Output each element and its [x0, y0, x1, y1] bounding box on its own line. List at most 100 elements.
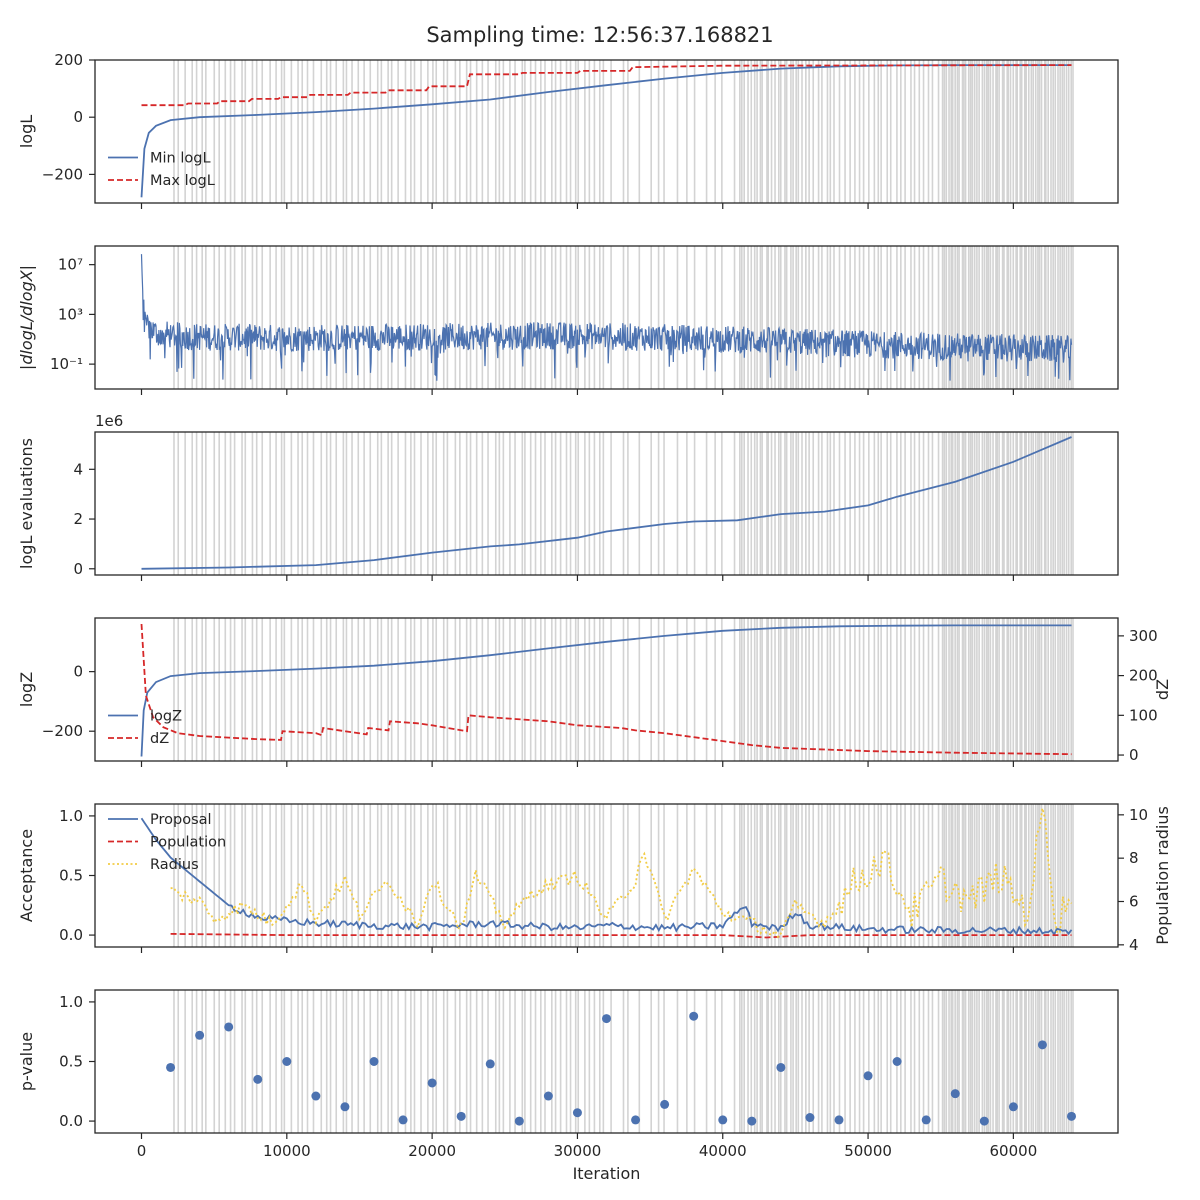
series-line-radius	[170, 808, 1073, 939]
y-tick-label-right: 6	[1129, 893, 1139, 911]
p-value-point	[689, 1011, 699, 1021]
grey-bands	[173, 432, 1074, 575]
y-tick-label-right: 200	[1129, 667, 1158, 685]
p-value-point	[195, 1030, 205, 1040]
p-value-point	[543, 1091, 553, 1101]
x-tick-label: 50000	[844, 1142, 892, 1160]
y-tick-label-right: 300	[1129, 627, 1158, 645]
p-value-point	[311, 1091, 321, 1101]
axes-frame	[94, 431, 1119, 576]
series-line-dz	[140, 623, 1072, 756]
p-value-point	[718, 1115, 728, 1125]
p-value-point	[747, 1116, 757, 1126]
legend: Proposal Population Radius	[108, 812, 226, 873]
x-tick-label: 20000	[408, 1142, 456, 1160]
p-value-point	[602, 1014, 611, 1024]
p-value-point	[834, 1115, 844, 1125]
x-axis-label: Iteration	[573, 1164, 641, 1183]
series-line-logl-evaluations	[141, 436, 1072, 570]
y-tick-label-right: 10	[1129, 806, 1148, 824]
p-value-point	[340, 1102, 350, 1112]
legend-label: Min logL	[150, 151, 211, 167]
p-value-point	[485, 1059, 495, 1069]
x-tick-label: 60000	[990, 1142, 1038, 1160]
axes-frame	[94, 245, 1119, 390]
p-value-point	[950, 1089, 960, 1099]
y-tick-label: 0.0	[59, 1112, 83, 1130]
legend-label: Population	[150, 835, 226, 851]
y-tick-label: 1.0	[59, 807, 83, 825]
y-axis-label-right: Population radius	[1153, 806, 1172, 945]
p-value-point	[514, 1116, 524, 1126]
panel-acceptance: 0.0 0.5 1.0 4 6 8 10 Acceptance Population radiu…	[17, 803, 1172, 954]
legend: logZ dZ	[108, 709, 182, 747]
p-value-point	[660, 1099, 670, 1109]
y-tick-label: 10⁻¹	[50, 355, 83, 373]
legend-label: logZ	[150, 709, 182, 725]
x-tick-label: 30000	[554, 1142, 602, 1160]
p-value-point	[863, 1071, 873, 1081]
series-line-population	[170, 933, 1072, 939]
grey-bands	[173, 60, 1074, 203]
y-axis-label: |dlogL/dlogX|	[17, 265, 36, 370]
legend-label: Proposal	[150, 812, 212, 828]
p-value-point	[631, 1115, 641, 1125]
p-value-point	[253, 1074, 263, 1084]
legend-label: Max logL	[150, 173, 215, 189]
y-tick-label: −200	[42, 165, 83, 183]
figure-title: Sampling time: 12:56:37.168821	[426, 23, 773, 47]
legend-label: Radius	[150, 857, 199, 873]
p-value-point	[398, 1115, 408, 1125]
x-tick-label: 10000	[263, 1142, 311, 1160]
series-line-dlogl	[140, 254, 1073, 381]
grey-bands	[173, 246, 1074, 389]
y-tick-label-right: 0	[1129, 746, 1139, 764]
y-axis-label-right: dZ	[1153, 679, 1172, 700]
series-line-proposal	[140, 817, 1073, 937]
y-axis-label: logL	[17, 115, 36, 148]
y-tick-label: 0	[73, 108, 83, 126]
p-value-point	[892, 1057, 902, 1066]
p-value-point	[1008, 1102, 1018, 1112]
y-axis-label: logZ	[17, 672, 36, 707]
p-value-point	[1067, 1111, 1076, 1121]
y-tick-label-right: 4	[1129, 936, 1139, 954]
series-line-logz	[140, 624, 1072, 757]
y-tick-label: 1.0	[59, 993, 83, 1011]
p-value-point	[776, 1062, 786, 1072]
panel-pvalue: 0.0 0.5 1.0 0 10000 20000 30000 40000 50000 60000…	[17, 989, 1119, 1183]
y-tick-label: 2	[73, 510, 83, 528]
y-tick-label: 4	[73, 460, 83, 478]
p-value-point	[224, 1022, 234, 1032]
y-tick-label: 10³	[58, 305, 83, 323]
p-value-point	[427, 1078, 437, 1088]
p-value-point	[805, 1113, 815, 1123]
y-offset-label: 1e6	[95, 412, 123, 430]
y-tick-label: 0	[73, 560, 83, 578]
y-tick-label: 10⁷	[58, 256, 83, 274]
y-tick-label-right: 8	[1129, 849, 1139, 867]
p-value-point	[572, 1108, 582, 1118]
panel-logl-evaluations: 0 2 4 logL evaluations 1e6	[17, 412, 1119, 581]
y-tick-label: 0.5	[59, 867, 83, 885]
axes-frame	[94, 617, 1119, 762]
p-value-point	[1037, 1040, 1047, 1050]
p-value-point	[369, 1057, 379, 1066]
y-tick-label: 0.5	[59, 1053, 83, 1071]
y-axis-label: p-value	[17, 1032, 36, 1091]
x-tick-label: 0	[137, 1142, 147, 1160]
p-value-point	[166, 1062, 176, 1072]
p-value-point	[456, 1111, 466, 1121]
y-axis-label: logL evaluations	[17, 438, 36, 569]
y-tick-label: 200	[54, 51, 83, 69]
panel-loglike: −200 0 200 logL Min logL Max logL	[17, 51, 1119, 209]
y-axis-label: Acceptance	[17, 829, 36, 922]
y-tick-label: 0.0	[59, 926, 83, 944]
legend: Min logL Max logL	[108, 151, 215, 189]
y-tick-label: −200	[42, 722, 83, 740]
grey-bands	[173, 990, 1074, 1133]
y-tick-label-right: 100	[1129, 706, 1158, 724]
p-value-point	[979, 1116, 989, 1126]
